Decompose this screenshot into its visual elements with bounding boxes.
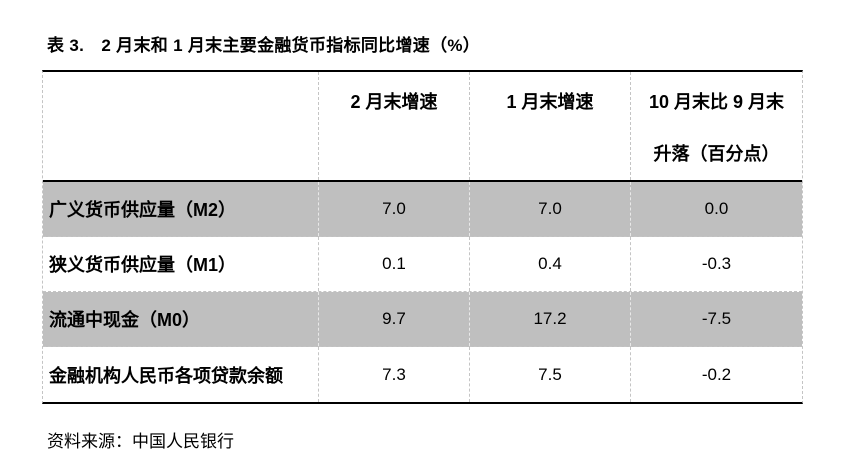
- jan-growth-value: 7.5: [470, 347, 631, 402]
- table-row-loans: 金融机构人民币各项贷款余额 7.3 7.5 -0.2: [43, 347, 802, 402]
- change-value: -7.5: [701, 309, 732, 328]
- jan-growth-value: 17.2: [470, 292, 631, 346]
- row-label: 金融机构人民币各项贷款余额: [43, 347, 319, 402]
- header-change-line1: 10 月末比 9 月末: [648, 92, 785, 112]
- table-row-m2: 广义货币供应量（M2） 7.0 7.0 0.0: [43, 182, 802, 237]
- table-title: 表 3. 2 月末和 1 月末主要金融货币指标同比增速（%）: [47, 36, 481, 55]
- feb-growth-value: 0.1: [319, 237, 470, 291]
- change-value: -0.2: [701, 364, 732, 384]
- jan-growth-value: 7.0: [470, 182, 631, 236]
- header-cell-jan-growth: 1 月末增速: [470, 72, 631, 180]
- row-label: 广义货币供应量（M2）: [43, 182, 319, 236]
- jan-growth-value: 0.4: [470, 237, 631, 291]
- feb-growth-value: 9.7: [319, 292, 470, 346]
- header-cell-feb-growth: 2 月末增速: [319, 72, 470, 180]
- table-row-m0: 流通中现金（M0） 9.7 17.2 -7.5: [43, 292, 802, 347]
- header-cell-change: 10 月末比 9 月末 升落（百分点）: [631, 72, 802, 180]
- change-value: -0.3: [701, 254, 732, 273]
- source-note: 资料来源：中国人民银行: [47, 432, 234, 451]
- table-header-row: 2 月末增速 1 月末增速 10 月末比 9 月末 升落（百分点）: [43, 72, 802, 182]
- row-label: 流通中现金（M0）: [43, 292, 319, 346]
- change-value: 0.0: [704, 199, 729, 218]
- table-row-m1: 狭义货币供应量（M1） 0.1 0.4 -0.3: [43, 237, 802, 292]
- feb-growth-value: 7.3: [319, 347, 470, 402]
- row-label: 狭义货币供应量（M1）: [43, 237, 319, 291]
- header-cell-indicator: [43, 72, 319, 180]
- feb-growth-value: 7.0: [319, 182, 470, 236]
- header-change-line2: 升落（百分点）: [653, 144, 780, 164]
- financial-indicators-table: 2 月末增速 1 月末增速 10 月末比 9 月末 升落（百分点） 广义货币供应…: [42, 70, 803, 404]
